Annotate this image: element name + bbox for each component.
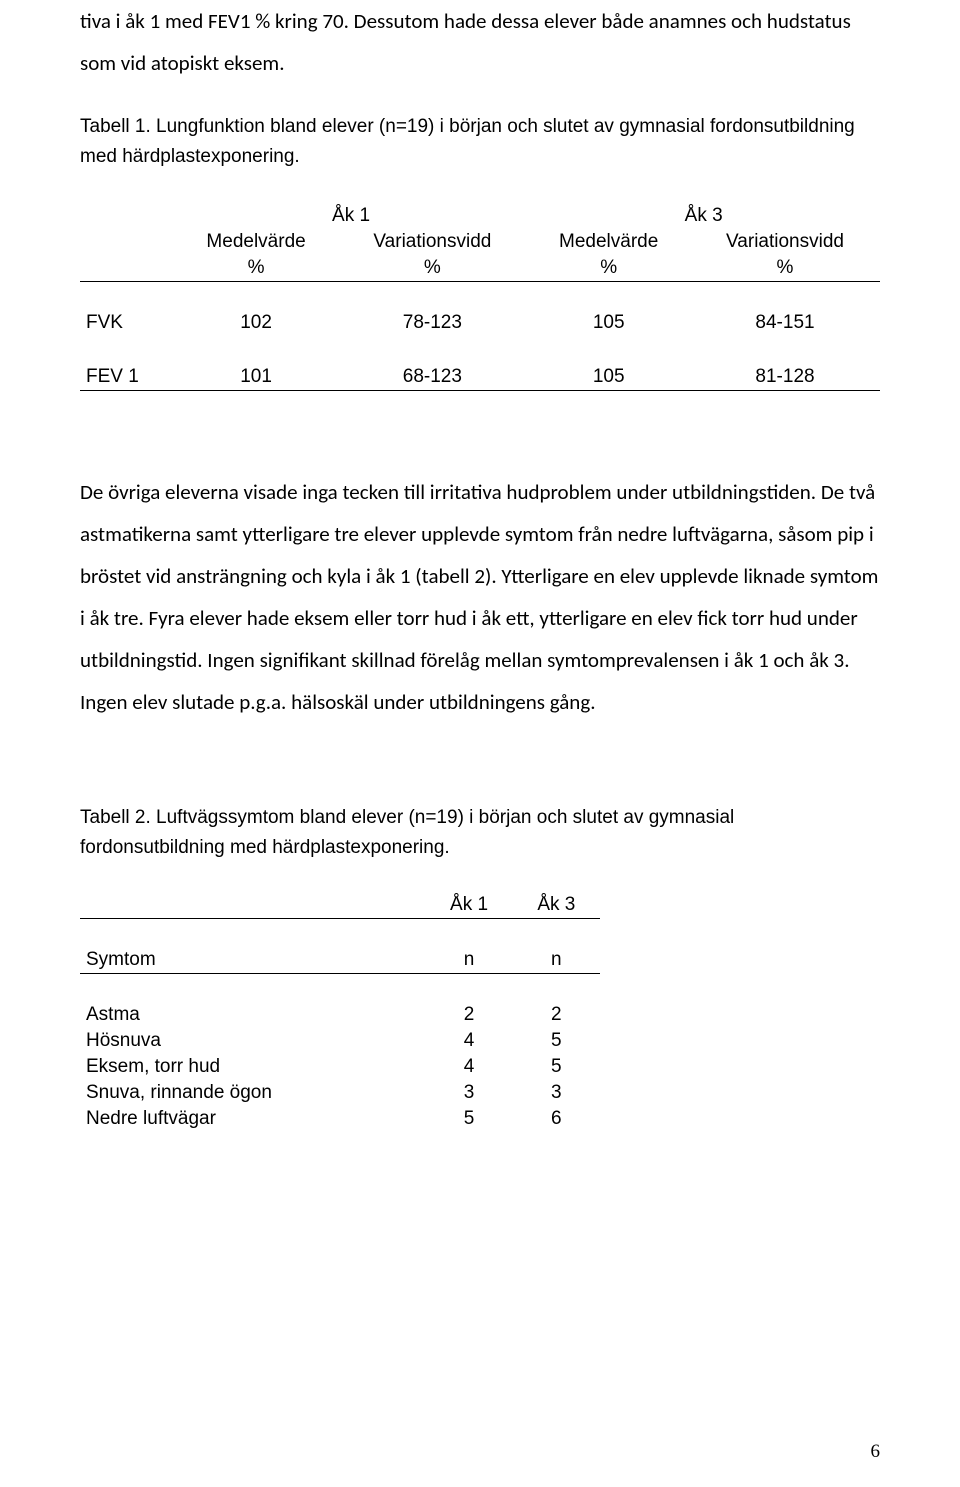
table2-cell: 3 [513,1080,600,1106]
table1-sub-variationsvidd-2: Variationsvidd [690,229,880,255]
table-row: Astma 2 2 [80,1002,600,1028]
table1-unit-row: % % % % [80,255,880,282]
table2-cell: 2 [425,1002,512,1028]
table1-cell: 78-123 [337,310,527,336]
table1-row-label-fvk: FVK [80,310,175,336]
table2-cell: 5 [513,1028,600,1054]
table2-sub-header-row: Symtom n n [80,947,600,974]
table2-cell: 2 [513,1002,600,1028]
table1-cell: 102 [175,310,338,336]
table1-sub-medelvarde-1: Medelvärde [175,229,338,255]
table1-group-header-ak1: Åk 1 [175,203,528,229]
table2-luftvagssymtom: Åk 1 Åk 3 Symtom n n Astma 2 2 Hösnuva 4… [80,892,600,1132]
table-row: FVK 102 78-123 105 84-151 [80,310,880,336]
table1-sub-variationsvidd-1: Variationsvidd [337,229,527,255]
table2-cell: 3 [425,1080,512,1106]
table1-unit-4: % [690,255,880,282]
table1-lungfunktion: Åk 1 Åk 3 Medelvärde Variationsvidd Mede… [80,203,880,391]
table2-cell: 4 [425,1028,512,1054]
table2-row-label: Eksem, torr hud [80,1054,425,1080]
spacer [80,735,880,775]
table2-row-label: Snuva, rinnande ögon [80,1080,425,1106]
table2-cell: 6 [513,1106,600,1132]
table1-unit-3: % [527,255,690,282]
table2-cell: 5 [425,1106,512,1132]
table1-sub-header-row: Medelvärde Variationsvidd Medelvärde Var… [80,229,880,255]
table1-row-label-fev1: FEV 1 [80,364,175,391]
table2-row-label: Hösnuva [80,1028,425,1054]
table1-caption: Tabell 1. Lungfunktion bland elever (n=1… [80,112,880,173]
table2-row-label: Nedre luftvägar [80,1106,425,1132]
table2-symtom-header: Symtom [80,947,425,974]
table2-group-header-row: Åk 1 Åk 3 [80,892,600,919]
table2-cell: 4 [425,1054,512,1080]
table1-cell: 81-128 [690,364,880,391]
table2-spacer [80,918,600,947]
table1-cell: 84-151 [690,310,880,336]
table1-unit-2: % [337,255,527,282]
table2-n-header-1: n [425,947,512,974]
table-row: FEV 1 101 68-123 105 81-128 [80,364,880,391]
spacer [80,391,880,471]
table1-cell: 101 [175,364,338,391]
table1-cell: 105 [527,364,690,391]
table2-n-header-2: n [513,947,600,974]
table2-cell: 5 [513,1054,600,1080]
table-row: Eksem, torr hud 4 5 [80,1054,600,1080]
table2-spacer [80,973,600,1002]
table1-unit-1: % [175,255,338,282]
table-row: Nedre luftvägar 5 6 [80,1106,600,1132]
table1-group-header-row: Åk 1 Åk 3 [80,203,880,229]
table2-group-header-ak1: Åk 1 [425,892,512,919]
table2-group-header-ak3: Åk 3 [513,892,600,919]
page-number: 6 [871,1441,881,1463]
table1-cell: 68-123 [337,364,527,391]
document-page: tiva i åk 1 med FEV1 % kring 70. Dessuto… [0,0,960,1487]
middle-paragraph: De övriga eleverna visade inga tecken ti… [80,471,880,723]
table1-spacer [80,281,880,310]
table2-caption: Tabell 2. Luftvägssymtom bland elever (n… [80,803,880,864]
table1-cell: 105 [527,310,690,336]
table-row: Snuva, rinnande ögon 3 3 [80,1080,600,1106]
table1-group-header-ak3: Åk 3 [527,203,880,229]
table1-sub-medelvarde-2: Medelvärde [527,229,690,255]
table2-row-label: Astma [80,1002,425,1028]
table-row: Hösnuva 4 5 [80,1028,600,1054]
table1-spacer [80,336,880,364]
intro-paragraph: tiva i åk 1 med FEV1 % kring 70. Dessuto… [80,0,880,84]
